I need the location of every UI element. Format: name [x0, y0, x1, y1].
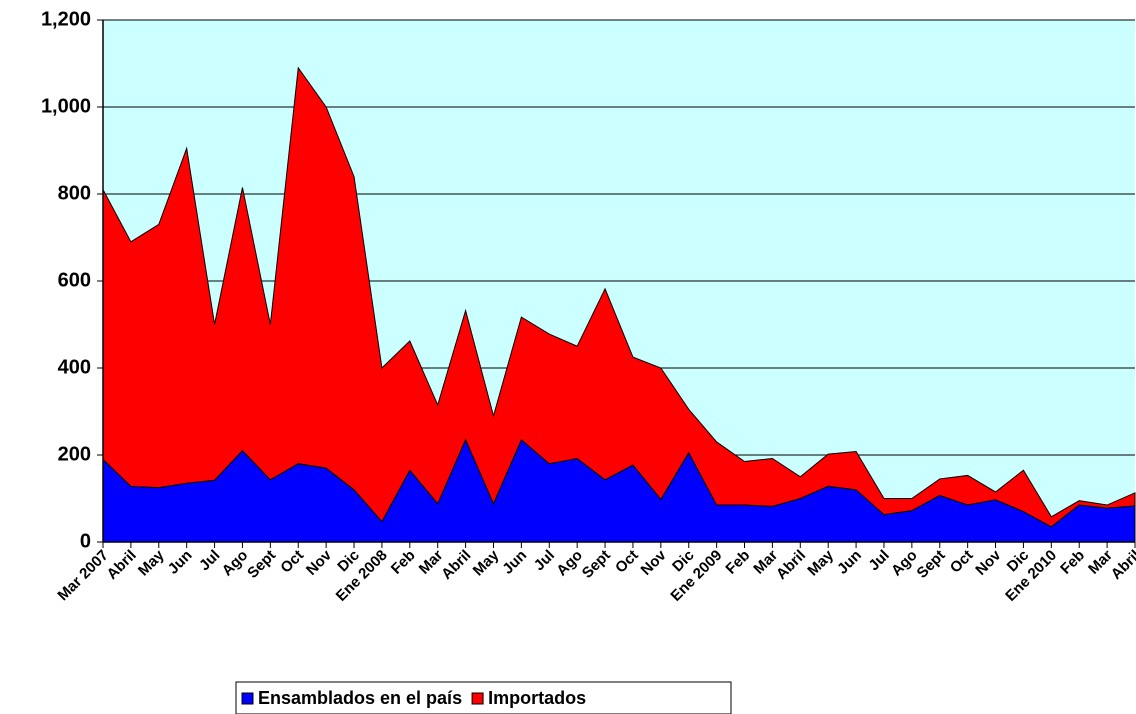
y-tick-label: 1,000: [41, 95, 91, 117]
legend-label: Importados: [488, 688, 586, 708]
x-tick-label: Feb: [722, 547, 753, 578]
legend-label: Ensamblados en el país: [258, 688, 462, 708]
x-tick-label: May: [804, 546, 837, 579]
x-tick-label: Jul: [531, 547, 558, 574]
x-tick-label: Feb: [1057, 547, 1088, 578]
y-tick-label: 0: [80, 530, 91, 552]
y-tick-label: 1,200: [41, 8, 91, 30]
x-tick-label: Jun: [499, 547, 530, 578]
x-tick-label: Ago: [888, 547, 921, 580]
x-tick-label: May: [135, 546, 168, 579]
x-tick-label: Feb: [388, 547, 419, 578]
x-tick-label: Abril: [438, 547, 474, 583]
x-tick-label: Jun: [165, 547, 196, 578]
y-tick-label: 800: [58, 182, 91, 204]
x-tick-label: May: [470, 546, 503, 579]
x-tick-label: Abril: [104, 547, 140, 583]
x-tick-label: Mar 2007: [54, 547, 111, 604]
x-tick-label: Oct: [947, 547, 977, 577]
x-tick-label: Sept: [579, 547, 614, 582]
area: [102, 66, 1136, 528]
x-tick-label: Nov: [972, 546, 1005, 579]
legend-swatch: [241, 692, 254, 705]
x-tick-label: Nov: [303, 546, 336, 579]
x-tick-label: Sept: [914, 547, 949, 582]
x-tick-label: Abril: [1108, 547, 1136, 583]
x-tick-label: Jul: [865, 547, 892, 574]
legend-swatch: [471, 692, 484, 705]
x-tick-label: Abril: [773, 547, 809, 583]
x-tick-label: Nov: [638, 546, 671, 579]
x-tick-label: Sept: [244, 547, 279, 582]
x-tick-label: Jul: [196, 547, 223, 574]
x-tick-label: Oct: [277, 547, 307, 577]
y-tick-label: 600: [58, 269, 91, 291]
y-tick-label: 400: [58, 356, 91, 378]
y-tick-label: 200: [58, 443, 91, 465]
x-tick-label: Jun: [834, 547, 865, 578]
x-tick-label: Ago: [219, 547, 252, 580]
x-tick-label: Ago: [553, 547, 586, 580]
x-tick-label: Oct: [612, 547, 642, 577]
